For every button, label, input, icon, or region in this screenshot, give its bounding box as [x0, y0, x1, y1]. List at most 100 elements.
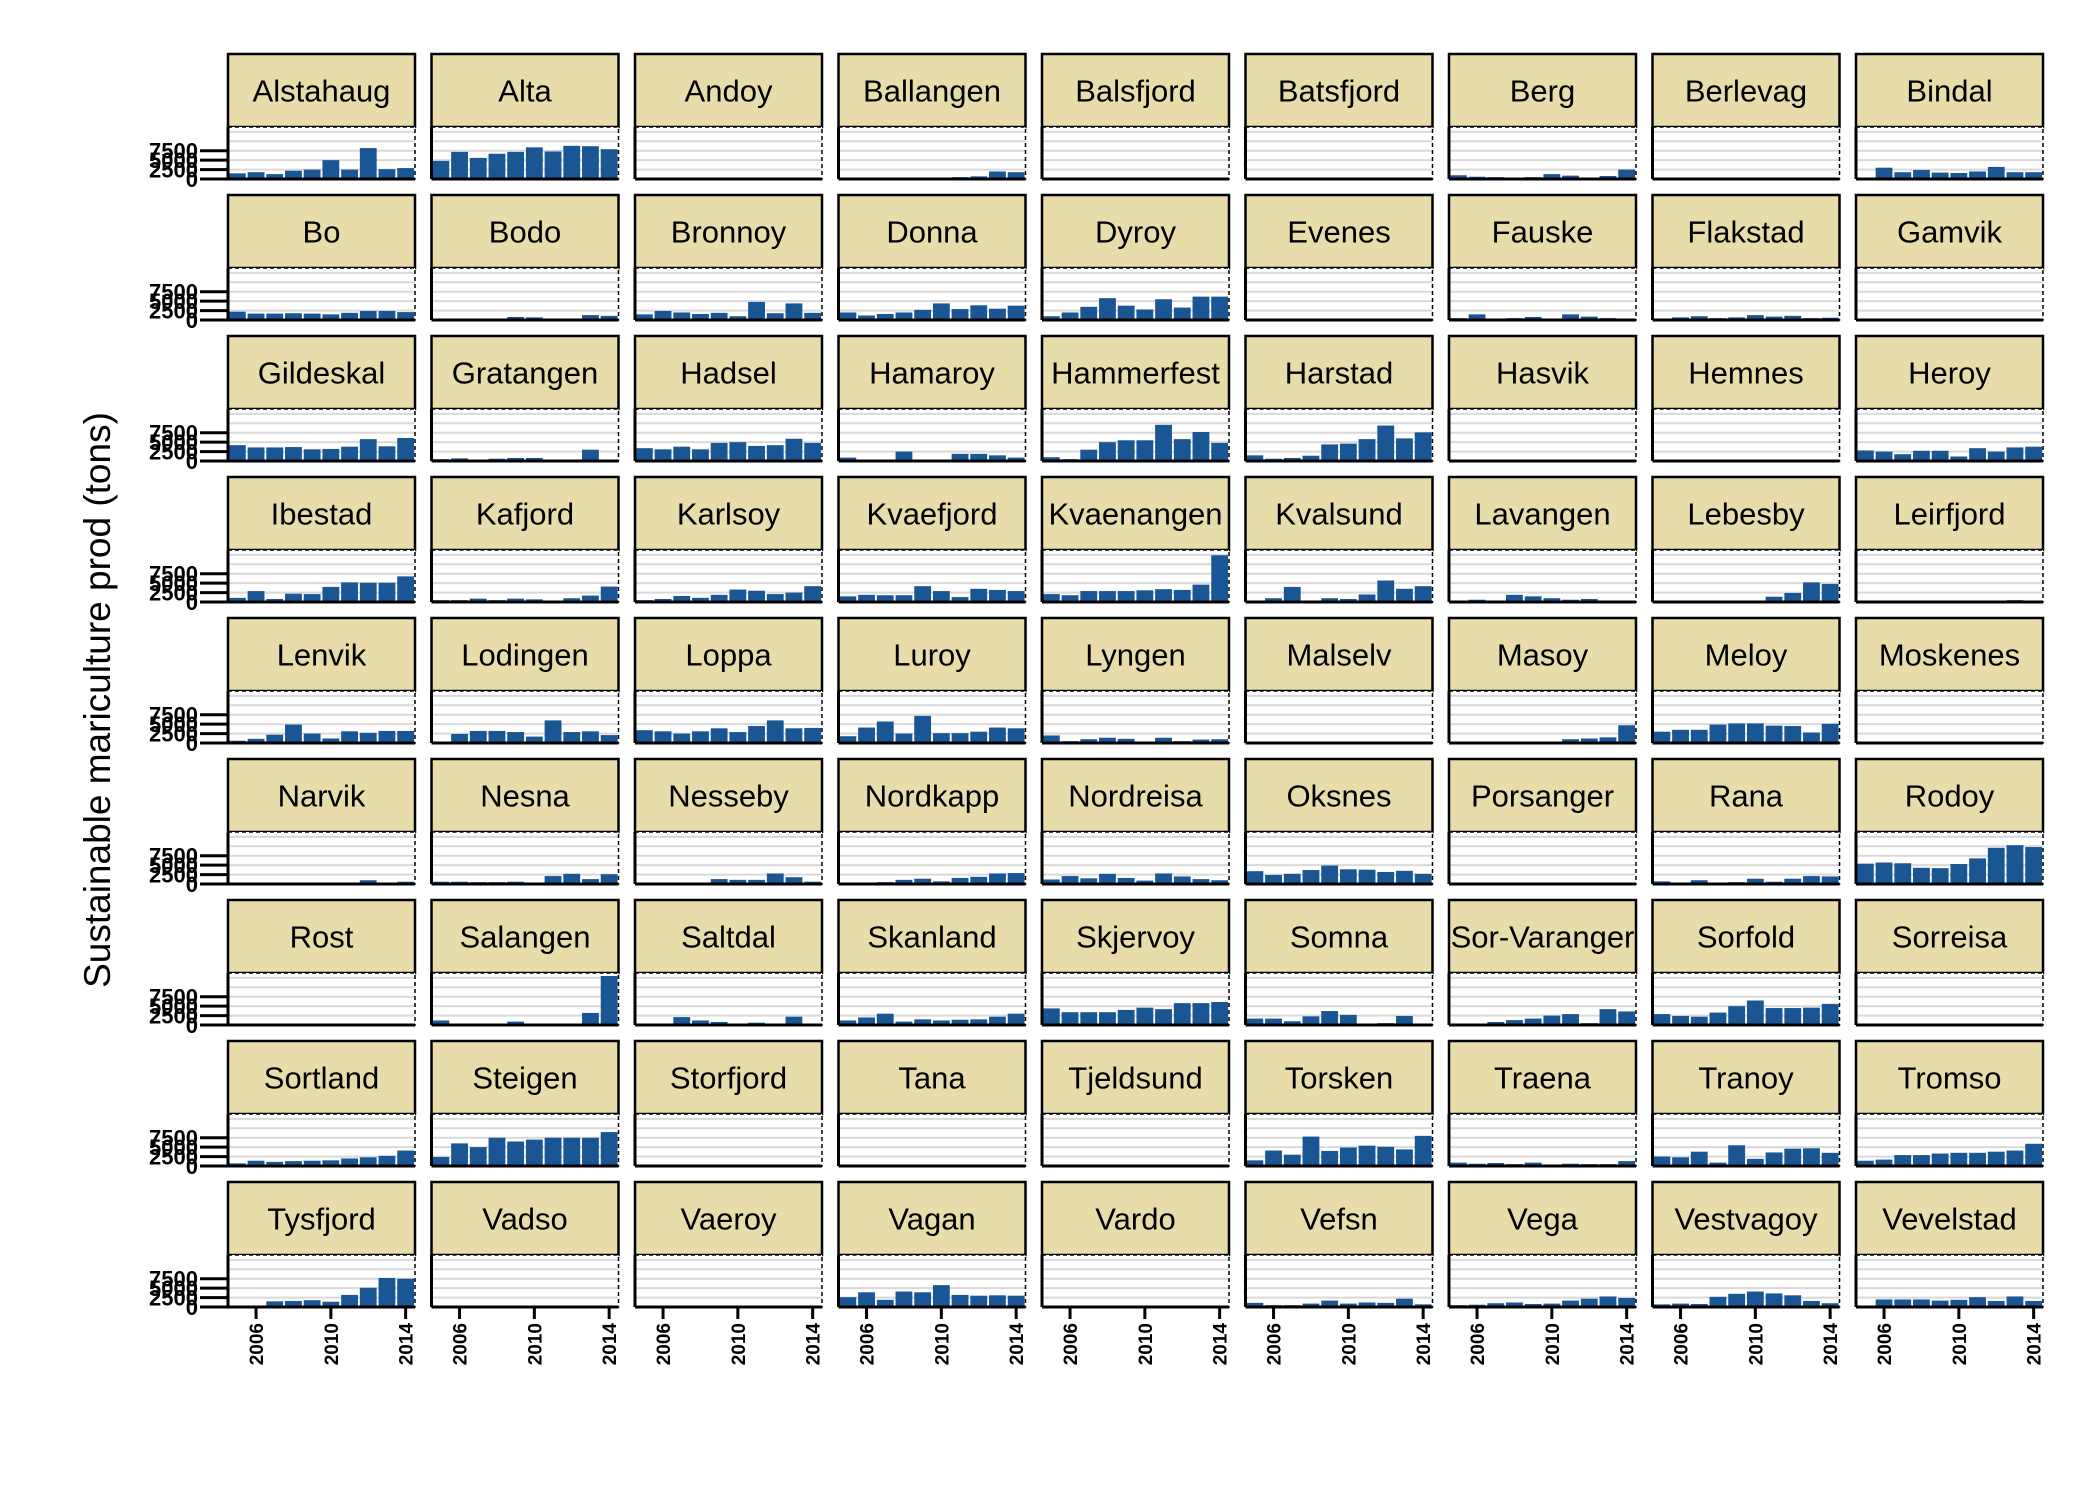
bar [1988, 167, 2005, 179]
bar [1008, 873, 1025, 884]
bar [914, 716, 931, 743]
facet-label: Kvaenangen [1048, 497, 1222, 532]
facet-panel: Meloy [1653, 618, 1840, 743]
bar [582, 450, 599, 461]
facet-label: Sorreisa [1892, 920, 2008, 955]
facet-label: Nordkapp [865, 779, 999, 814]
bar [379, 446, 396, 461]
x-tick-label: 2006 [1672, 1323, 1693, 1365]
bar [470, 1147, 487, 1166]
bar [1008, 1014, 1025, 1025]
x-tick-label: 2010 [932, 1323, 953, 1365]
bar [322, 449, 339, 461]
facet-panel: Torsken [1246, 1041, 1433, 1166]
x-tick-label: 2014 [804, 1323, 825, 1366]
facet-panel: Vefsn 2006 2010 2014 [1246, 1182, 1436, 1365]
facet-label: Meloy [1705, 638, 1788, 673]
bar [1728, 723, 1745, 743]
bar [432, 161, 449, 179]
bar [729, 732, 746, 743]
plot-area [1653, 268, 1840, 320]
bar [1359, 1146, 1376, 1166]
plot-area [1856, 691, 2043, 743]
bar [2007, 845, 2024, 884]
plot-area [635, 127, 822, 179]
bar [582, 731, 599, 743]
facet-panel: Tjeldsund [1042, 1041, 1229, 1166]
bar [229, 445, 246, 461]
bar [989, 1295, 1006, 1307]
bar [1080, 1012, 1097, 1025]
facet-label: Lyngen [1085, 638, 1186, 673]
bar [636, 730, 653, 743]
plot-area [432, 550, 619, 602]
x-tick-label: 2006 [247, 1323, 268, 1365]
bar [729, 442, 746, 461]
x-tick-label: 2006 [1061, 1323, 1082, 1365]
bar [1377, 1147, 1394, 1166]
facet-label: Vestvagoy [1674, 1202, 1818, 1237]
facet-label: Gildeskal [258, 356, 386, 391]
bar [1747, 1292, 1764, 1307]
bar [1913, 1155, 1930, 1166]
facet-label: Harstad [1285, 356, 1394, 391]
bar [248, 591, 265, 602]
bar [526, 1140, 543, 1166]
bar [1710, 725, 1727, 743]
facet-label: Andoy [685, 74, 773, 109]
facet-panel: Moskenes [1856, 618, 2043, 743]
bar [1340, 444, 1357, 461]
bar [601, 587, 618, 602]
bar [360, 583, 377, 602]
facet-panel: Hasvik [1449, 336, 1636, 461]
facet-panel: Bronnoy [635, 195, 822, 320]
facet-label: Karlsoy [677, 497, 781, 532]
bar [1710, 1297, 1727, 1307]
bar [341, 1295, 358, 1307]
x-tick-label: 2010 [729, 1323, 750, 1365]
bar [1728, 1006, 1745, 1025]
facet-panel: Masoy [1449, 618, 1636, 743]
bar [1653, 1014, 1670, 1025]
facet-panel: Alta [432, 54, 619, 179]
bar [545, 1138, 562, 1166]
facet-label: Vadso [482, 1202, 568, 1237]
bar [1653, 732, 1670, 743]
bar [1950, 1153, 1967, 1166]
facet-panel: Lavangen [1449, 477, 1636, 602]
bar [545, 720, 562, 743]
bar [1211, 1002, 1228, 1025]
bar [285, 725, 302, 743]
bar [636, 448, 653, 461]
bar [1932, 1154, 1949, 1166]
bar [1691, 730, 1708, 743]
bar [711, 443, 728, 461]
bar [1747, 1001, 1764, 1026]
bar [526, 147, 543, 179]
x-tick-label: 2014 [1414, 1323, 1435, 1366]
bar [1321, 444, 1338, 461]
bar [1118, 306, 1135, 320]
bar [563, 146, 580, 179]
facet-label: Alstahaug [253, 74, 391, 109]
x-tick-label: 2014 [1211, 1323, 1232, 1366]
bar [1766, 1008, 1783, 1025]
bar [896, 1292, 913, 1307]
bar [1562, 1014, 1579, 1025]
plot-area [228, 973, 415, 1025]
bar [1174, 590, 1191, 602]
facet-panel: Saltdal [635, 900, 822, 1025]
facet-label: Steigen [472, 1061, 577, 1096]
bar [1803, 582, 1820, 602]
bar [952, 309, 969, 320]
bar [1377, 426, 1394, 461]
bar [1894, 1155, 1911, 1166]
bar [1876, 863, 1893, 884]
facet-label: Lebesby [1687, 497, 1805, 532]
facet-label: Moskenes [1879, 638, 2020, 673]
x-tick-label: 2014 [600, 1323, 621, 1366]
facet-label: Ibestad [271, 497, 373, 532]
bar [1766, 1293, 1783, 1307]
bar [1155, 873, 1172, 884]
bar [1396, 871, 1413, 884]
